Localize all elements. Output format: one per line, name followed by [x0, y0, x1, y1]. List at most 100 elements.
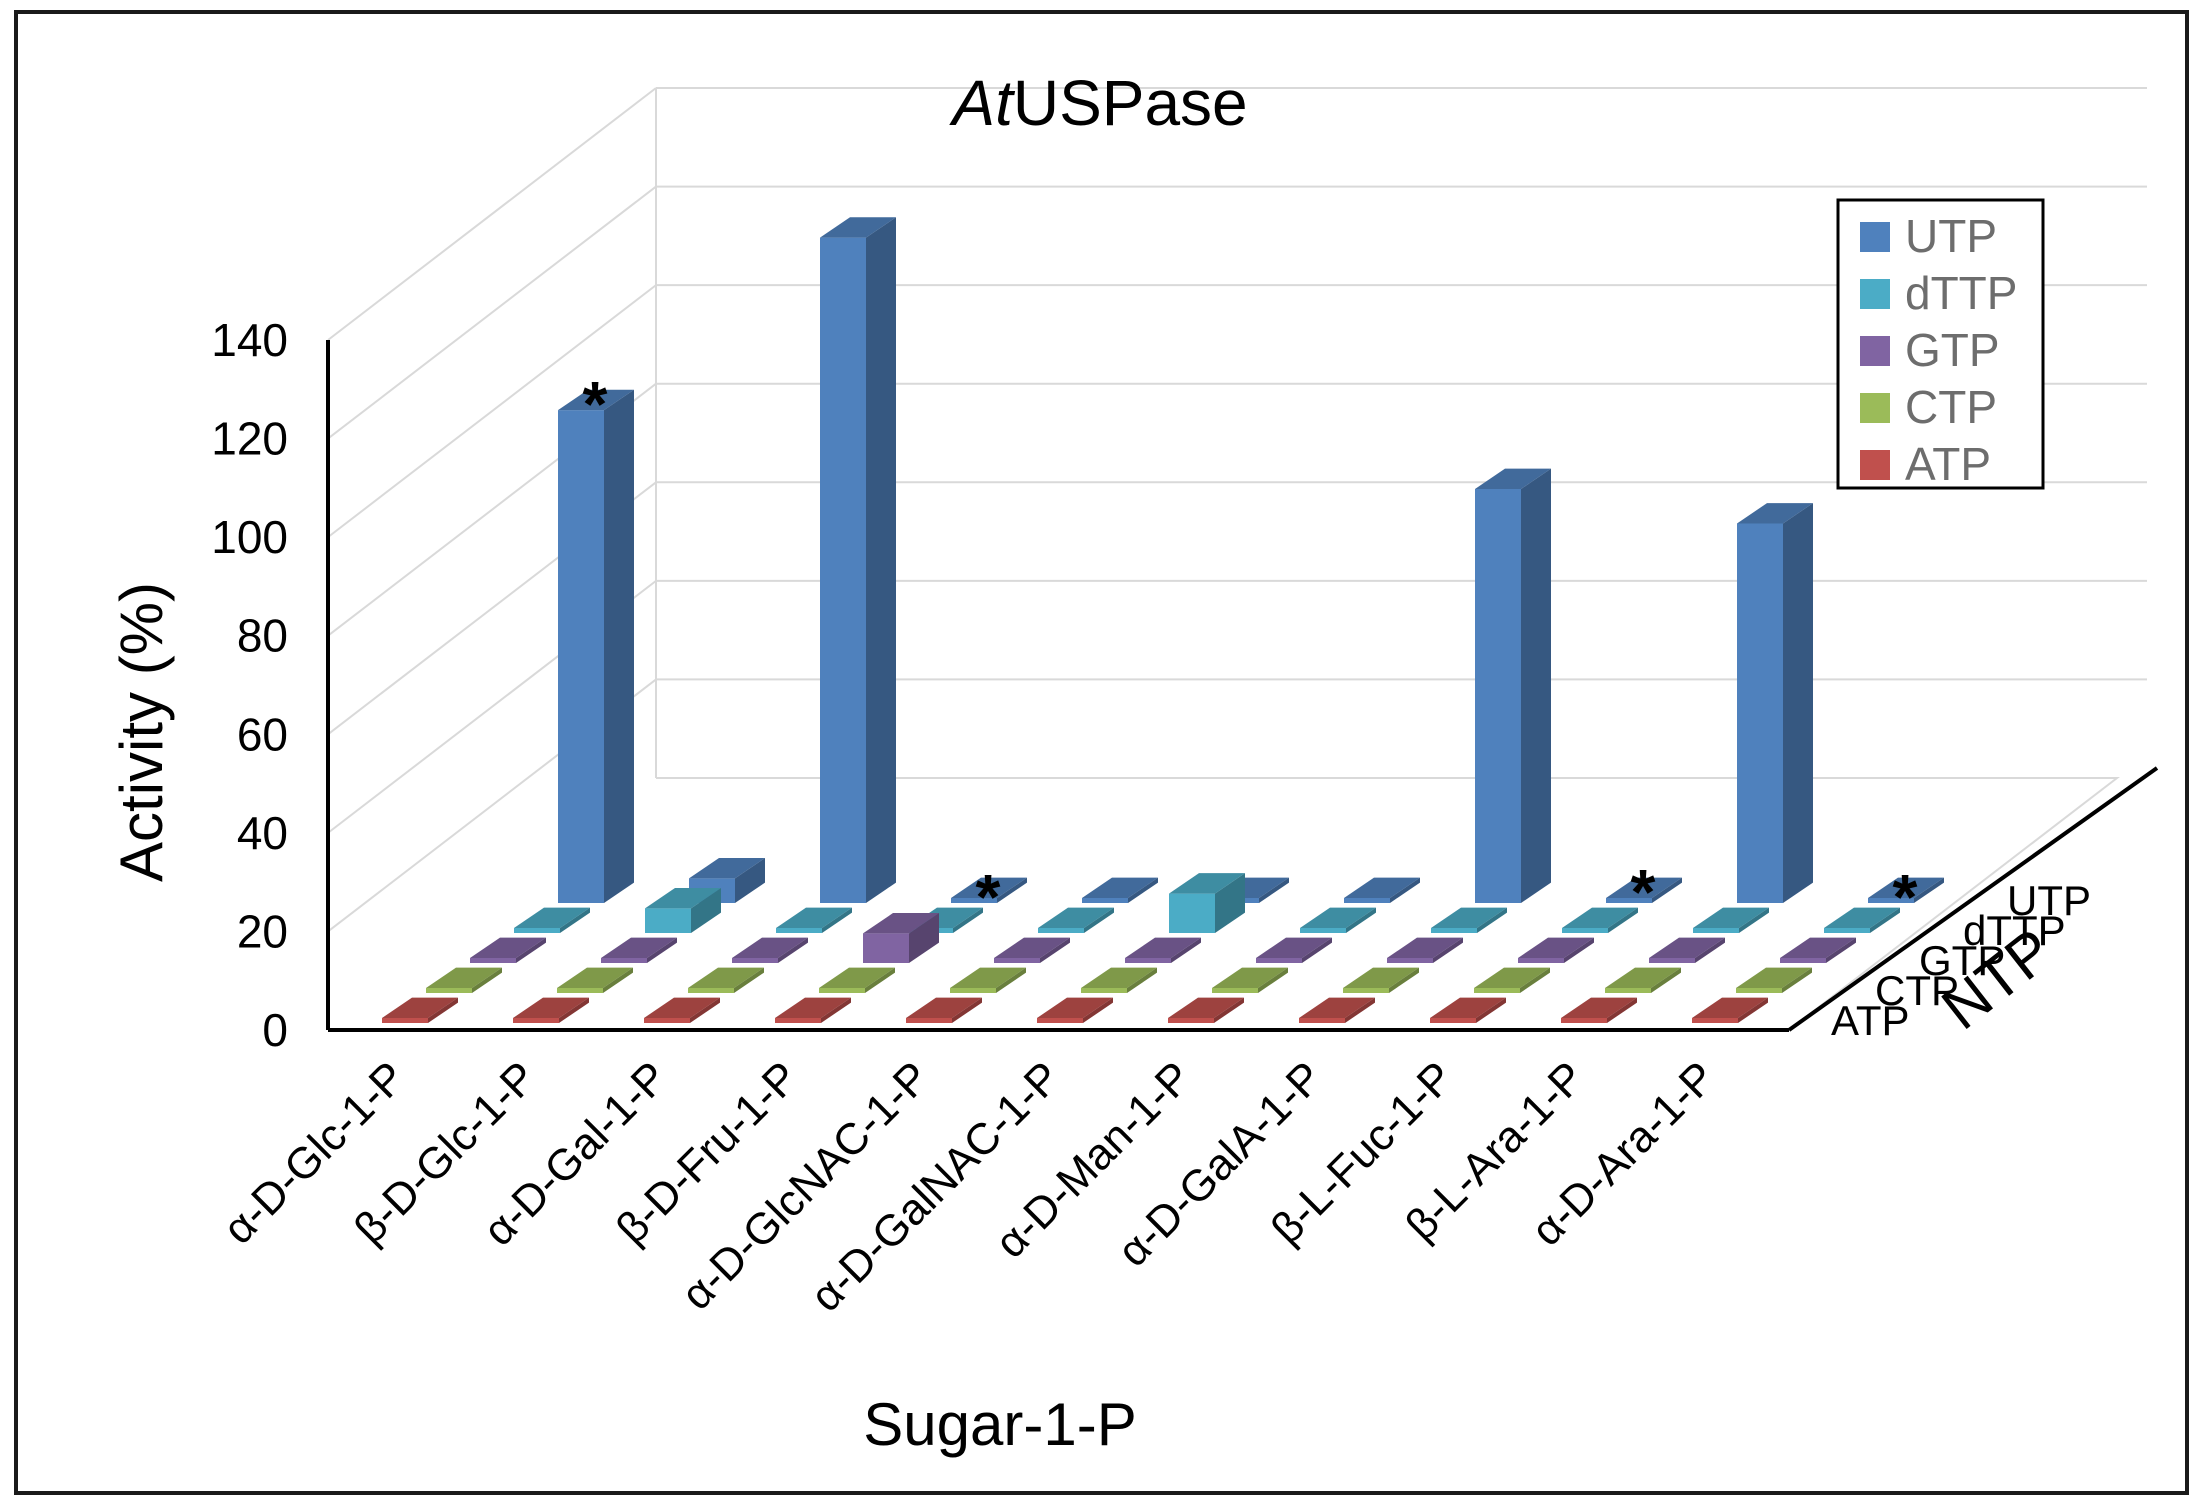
y-tick-label: 140	[211, 314, 288, 366]
bar-top-face	[1299, 997, 1375, 1018]
bar-side-face	[1738, 997, 1768, 1023]
chart-title: AtUSPase	[948, 67, 1247, 139]
bar-top-face	[1693, 907, 1769, 928]
bar-side-face	[516, 937, 546, 963]
bar-top-face	[1344, 877, 1420, 898]
bar-top-face	[1736, 967, 1812, 988]
y-tick-label: 0	[262, 1004, 288, 1056]
bar-side-face	[1345, 997, 1375, 1023]
bar-side-face	[1040, 937, 1070, 963]
bar-top-face	[1868, 877, 1944, 898]
legend-swatch-utp	[1860, 222, 1890, 252]
legend-label-utp: UTP	[1905, 210, 1997, 262]
bar-side-face	[690, 997, 720, 1023]
legend-swatch-dttp	[1860, 279, 1890, 309]
bar-side-face	[604, 389, 634, 903]
bar-front-face	[1824, 928, 1870, 933]
bar-atp	[1430, 997, 1506, 1023]
depth-tick-label: UTP	[2007, 877, 2091, 924]
chart-title-italic: At	[948, 67, 1015, 139]
bar-front-face	[1562, 928, 1608, 933]
x-axis-title: Sugar-1-P	[863, 1391, 1136, 1458]
side-gridline	[327, 284, 657, 538]
bar-front-face	[1169, 893, 1215, 933]
bar-front-face	[1736, 988, 1782, 993]
bar-top-face	[1037, 997, 1113, 1018]
side-gridline	[327, 185, 657, 440]
bar-side-face	[734, 967, 764, 993]
bar-dttp	[514, 907, 590, 933]
bar-front-face	[1081, 988, 1127, 993]
bar-front-face	[1125, 958, 1171, 963]
bar-front-face	[863, 933, 909, 963]
bar-gtp	[1387, 937, 1463, 963]
significance-star: *	[1893, 861, 1918, 933]
bar-gtp	[732, 937, 808, 963]
bar-side-face	[1826, 937, 1856, 963]
bar-atp	[1561, 997, 1637, 1023]
bar-top-face	[470, 937, 546, 958]
bar-front-face	[732, 958, 778, 963]
bar-front-face	[776, 928, 822, 933]
bar-atp	[775, 997, 851, 1023]
bar-dttp	[1300, 907, 1376, 933]
bar-ctp	[1212, 967, 1288, 993]
bar-side-face	[472, 967, 502, 993]
bar-gtp	[1780, 937, 1856, 963]
bar-side-face	[778, 937, 808, 963]
bar-top-face	[1343, 967, 1419, 988]
bar-top-face	[1387, 937, 1463, 958]
bar-side-face	[952, 997, 982, 1023]
bar-side-face	[1259, 877, 1289, 903]
bar-side-face	[1739, 907, 1769, 933]
bar-front-face	[1082, 898, 1128, 903]
bar-front-face	[645, 908, 691, 933]
y-tick-label: 80	[237, 610, 288, 662]
bar-side-face	[1215, 873, 1245, 933]
bar-top-face	[1737, 503, 1813, 524]
bar-dttp	[1824, 907, 1900, 933]
bar-top-face	[1824, 907, 1900, 928]
bar-dttp	[645, 887, 721, 933]
bar-top-face	[382, 997, 458, 1018]
bar-gtp	[1256, 937, 1332, 963]
bar-front-face	[1780, 958, 1826, 963]
bar-side-face	[735, 857, 765, 903]
bar-front-face	[1474, 988, 1520, 993]
bar-side-face	[1607, 997, 1637, 1023]
bar-ctp	[1736, 967, 1812, 993]
bar-top-face	[1431, 907, 1507, 928]
bar-top-face	[1430, 997, 1506, 1018]
bar-front-face	[1692, 1018, 1738, 1023]
bar-side-face	[865, 967, 895, 993]
bar-atp	[1692, 997, 1768, 1023]
bar-ctp	[1081, 967, 1157, 993]
bar-top-face	[1692, 997, 1768, 1018]
bar-utp	[951, 877, 1027, 903]
bar-dttp	[1038, 907, 1114, 933]
bar-gtp	[601, 937, 677, 963]
legend-label-atp: ATP	[1905, 438, 1991, 490]
bar-top-face	[1649, 937, 1725, 958]
bar-front-face	[1606, 898, 1652, 903]
legend-label-ctp: CTP	[1905, 381, 1997, 433]
bar-dttp	[1169, 873, 1245, 933]
bar-utp	[820, 217, 896, 904]
bar-gtp	[1649, 937, 1725, 963]
bar-front-face	[1168, 1018, 1214, 1023]
bar-atp	[1037, 997, 1113, 1023]
bar-side-face	[1389, 967, 1419, 993]
chart-frame	[14, 10, 2189, 1495]
bar-top-face	[1561, 997, 1637, 1018]
bar-ctp	[1605, 967, 1681, 993]
bar-front-face	[601, 958, 647, 963]
bar-top-face	[1475, 468, 1551, 489]
bar-top-face	[820, 217, 896, 238]
bar-gtp	[1518, 937, 1594, 963]
legend-swatch-ctp	[1860, 393, 1890, 423]
bar-front-face	[1299, 1018, 1345, 1023]
bar-top-face	[1081, 967, 1157, 988]
bar-ctp	[1474, 967, 1550, 993]
